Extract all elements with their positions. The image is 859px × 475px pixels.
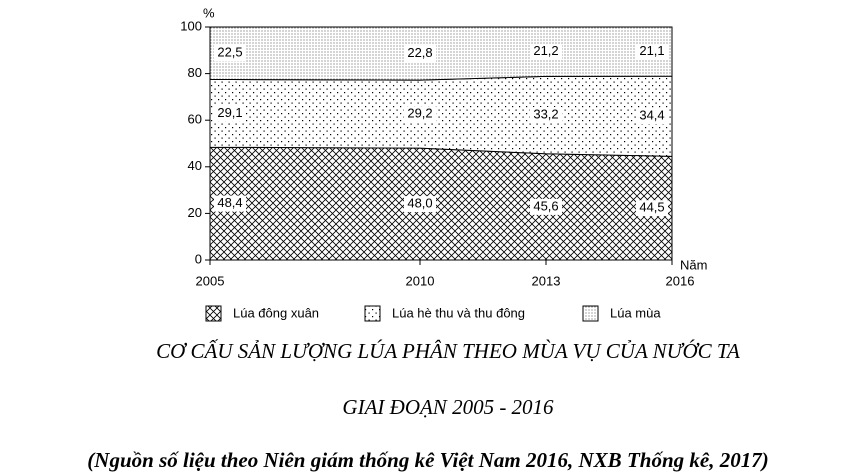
- area: [209, 146, 673, 261]
- legend-swatch: [205, 305, 222, 322]
- y-axis-label: %: [203, 5, 215, 20]
- x-tick-label: 2016: [666, 273, 695, 288]
- area: [209, 75, 673, 157]
- y-tick-label: 0: [195, 251, 202, 266]
- data-label: 22,5: [217, 45, 242, 60]
- legend-label: Lúa đông xuân: [233, 305, 319, 320]
- y-tick-label: 100: [180, 18, 202, 33]
- label-bg: [530, 107, 562, 124]
- y-tick-label: 40: [188, 158, 202, 173]
- label-bg: [636, 108, 668, 125]
- x-axis-label: Năm: [680, 257, 707, 272]
- data-label: 34,4: [639, 108, 664, 123]
- label-bg: [404, 196, 436, 213]
- label-bg: [636, 43, 668, 60]
- y-tick-label: 80: [188, 65, 202, 80]
- data-label: 48,0: [407, 196, 432, 211]
- data-label: 33,2: [533, 107, 558, 122]
- legend-label: Lúa hè thu và thu đông: [392, 305, 525, 320]
- data-label: 29,2: [407, 106, 432, 121]
- label-bg: [530, 198, 562, 215]
- data-label: 29,1: [217, 105, 242, 120]
- data-label: 21,1: [639, 43, 664, 58]
- label-bg: [214, 195, 246, 212]
- legend-swatch: [364, 305, 381, 322]
- label-bg: [214, 45, 246, 62]
- x-tick-label: 2005: [196, 273, 225, 288]
- x-tick-label: 2010: [406, 273, 435, 288]
- x-tick-label: 2013: [532, 273, 561, 288]
- data-label: 44,5: [639, 200, 664, 215]
- y-tick-label: 60: [188, 112, 202, 127]
- chart-subtitle: GIAI ĐOẠN 2005 - 2016: [342, 395, 554, 419]
- label-bg: [636, 200, 668, 217]
- label-bg: [530, 43, 562, 60]
- data-label: 21,2: [533, 43, 558, 58]
- data-label: 22,8: [407, 45, 432, 60]
- legend-swatch: [582, 305, 599, 322]
- label-bg: [404, 45, 436, 62]
- label-bg: [404, 106, 436, 123]
- chart-title: CƠ CẤU SẢN LƯỢNG LÚA PHÂN THEO MÙA VỤ CỦ…: [156, 339, 740, 363]
- y-tick-label: 20: [188, 205, 202, 220]
- label-bg: [214, 105, 246, 122]
- data-label: 48,4: [217, 195, 242, 210]
- source: (Nguồn số liệu theo Niên giám thống kê V…: [87, 448, 768, 472]
- legend-label: Lúa mùa: [610, 305, 661, 320]
- data-label: 45,6: [533, 198, 558, 213]
- area: [209, 26, 673, 81]
